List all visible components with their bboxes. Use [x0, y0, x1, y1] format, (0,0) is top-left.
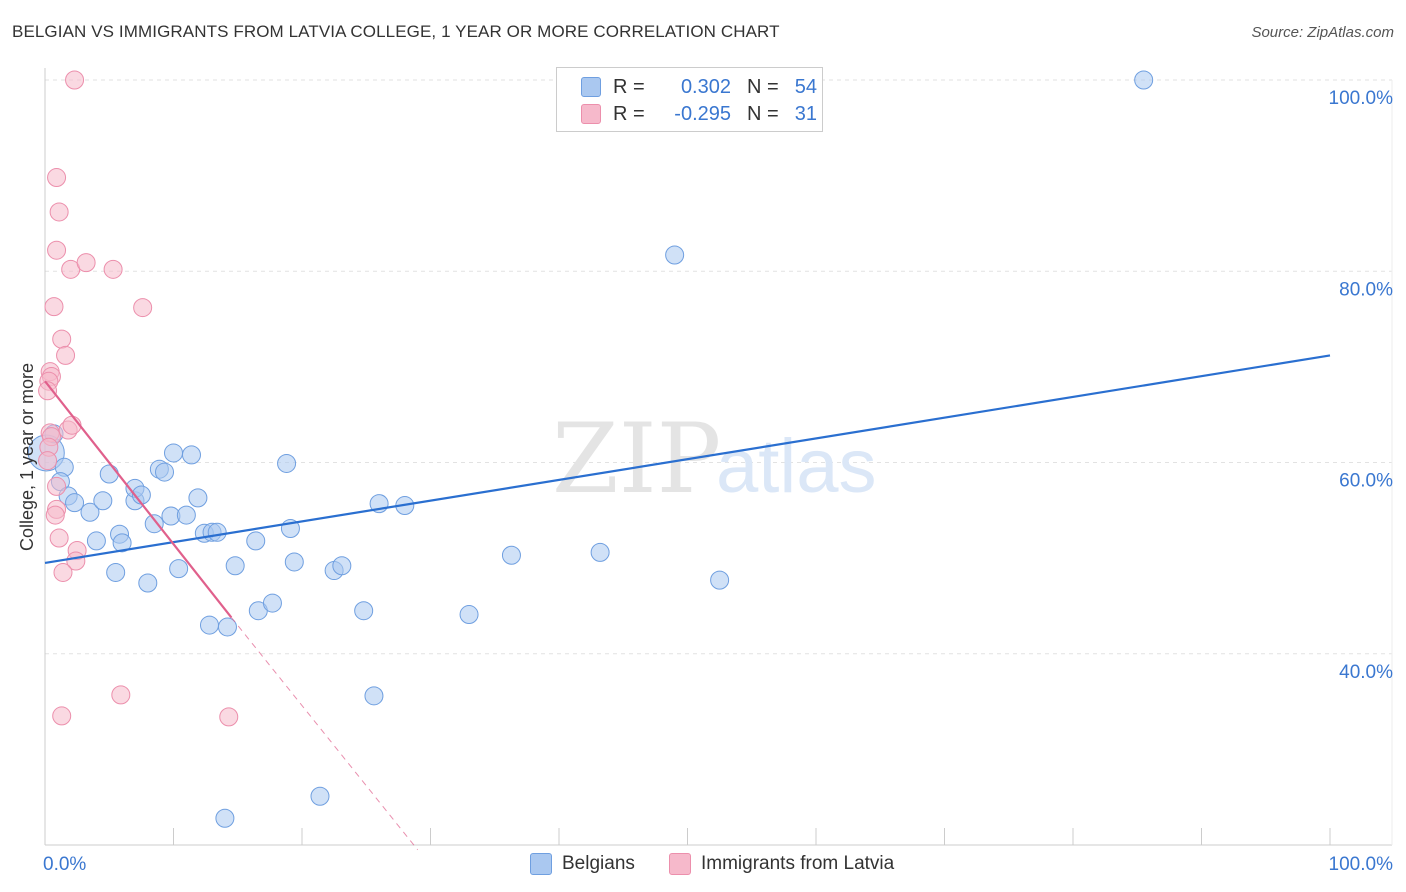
- y-axis-label: College, 1 year or more: [17, 363, 37, 551]
- belgians-point: [277, 453, 297, 473]
- belgians-point: [86, 531, 106, 551]
- belgians-point: [225, 556, 245, 576]
- legend-row-belgians: R = 0.302 N = 54: [581, 75, 817, 99]
- belgians-point: [710, 570, 730, 590]
- watermark-zip: ZIP: [552, 403, 721, 515]
- latvia-point: [49, 528, 69, 548]
- bottom-legend-swatch-blue: [530, 853, 552, 875]
- bottom-legend-label: Belgians: [562, 853, 635, 874]
- belgians-point: [169, 559, 189, 579]
- latvia-point: [44, 297, 64, 317]
- legend-n-value: 54: [794, 75, 817, 98]
- legend-r-value: 0.302: [680, 75, 731, 98]
- y-tick-label: 80.0%: [1339, 279, 1393, 300]
- label-layer: 100.0% 80.0% 60.0% 40.0% 0.0% 100.0% College, …: [17, 88, 1393, 875]
- bottom-legend-belgians: Belgians: [530, 851, 635, 877]
- latvia-point: [65, 70, 85, 90]
- belgians-point: [99, 464, 119, 484]
- belgians-point: [138, 573, 158, 593]
- latvia-point: [111, 685, 131, 705]
- bottom-legend-swatch-pink: [669, 853, 691, 875]
- belgians-point: [332, 556, 352, 576]
- trend-layer: [44, 354, 1331, 851]
- bottom-legend-label: Immigrants from Latvia: [701, 853, 895, 874]
- latvia-point: [47, 476, 67, 496]
- y-tick-label: 60.0%: [1339, 471, 1393, 492]
- legend-n-label: N =: [747, 75, 779, 98]
- source-credit: Source: ZipAtlas.com: [1251, 24, 1394, 41]
- belgians-point: [1134, 70, 1154, 90]
- grid-layer: [45, 79, 1392, 655]
- belgians-point: [217, 617, 237, 637]
- chart-title: BELGIAN VS IMMIGRANTS FROM LATVIA COLLEG…: [12, 22, 780, 41]
- latvia-trend-line-extension: [230, 617, 419, 851]
- latvia-point: [56, 345, 76, 365]
- x-tick-label: 100.0%: [1329, 854, 1394, 875]
- belgians-point: [112, 533, 132, 553]
- belgians-point: [262, 593, 282, 613]
- belgians-trend-line: [44, 354, 1331, 564]
- legend-swatch-pink: [581, 104, 601, 124]
- legend-row-latvia: R = -0.295 N = 31: [581, 102, 817, 126]
- belgians-point: [155, 462, 175, 482]
- belgians-point: [501, 545, 521, 565]
- belgians-point: [665, 245, 685, 265]
- belgians-point: [93, 491, 113, 511]
- belgians-point: [176, 505, 196, 525]
- latvia-trend-line: [44, 380, 233, 619]
- belgians-point: [188, 488, 208, 508]
- legend-swatch-blue: [581, 77, 601, 97]
- legend-r-label: R =: [613, 102, 645, 125]
- belgians-point: [354, 601, 374, 621]
- legend-r-value: -0.295: [674, 102, 731, 125]
- latvia-point: [62, 415, 82, 435]
- belgians-point: [106, 562, 126, 582]
- belgians-point: [65, 493, 85, 513]
- legend-r-label: R =: [613, 75, 645, 98]
- watermark: ZIP atlas: [552, 403, 877, 515]
- latvia-point: [38, 381, 58, 401]
- belgians-point: [364, 686, 384, 706]
- latvia-point: [47, 168, 67, 188]
- latvia-point: [52, 706, 72, 726]
- belgians-point: [164, 443, 183, 463]
- correlation-legend: R = 0.302 N = 54 R = -0.295 N = 31: [556, 67, 823, 132]
- latvia-point: [103, 259, 123, 279]
- belgians-point: [199, 615, 219, 635]
- legend-n-label: N =: [747, 102, 779, 125]
- belgians-point: [144, 514, 164, 534]
- belgians-point: [310, 786, 330, 806]
- latvia-point: [47, 240, 67, 260]
- belgians-point: [590, 542, 610, 562]
- bottom-legend-latvia: Immigrants from Latvia: [669, 851, 894, 877]
- belgians-point: [284, 552, 304, 572]
- belgians-point: [215, 808, 235, 828]
- latvia-point: [76, 253, 96, 273]
- legend-n-value: 31: [794, 102, 817, 125]
- latvia-point: [38, 451, 58, 471]
- latvia-point: [52, 329, 72, 349]
- belgians-point: [80, 502, 100, 522]
- latvia-point: [53, 562, 73, 582]
- belgians-point: [459, 605, 479, 625]
- points-layer: [27, 70, 1154, 828]
- latvia-point: [49, 202, 69, 222]
- latvia-point: [219, 707, 239, 727]
- latvia-point: [133, 298, 153, 318]
- latvia-point: [45, 505, 65, 525]
- belgians-point: [207, 522, 227, 542]
- y-tick-label: 40.0%: [1339, 662, 1393, 683]
- x-tick-label: 0.0%: [43, 854, 86, 875]
- y-tick-label: 100.0%: [1329, 88, 1394, 109]
- belgians-point: [181, 445, 201, 465]
- belgians-point: [246, 531, 266, 551]
- watermark-atlas: atlas: [716, 424, 877, 509]
